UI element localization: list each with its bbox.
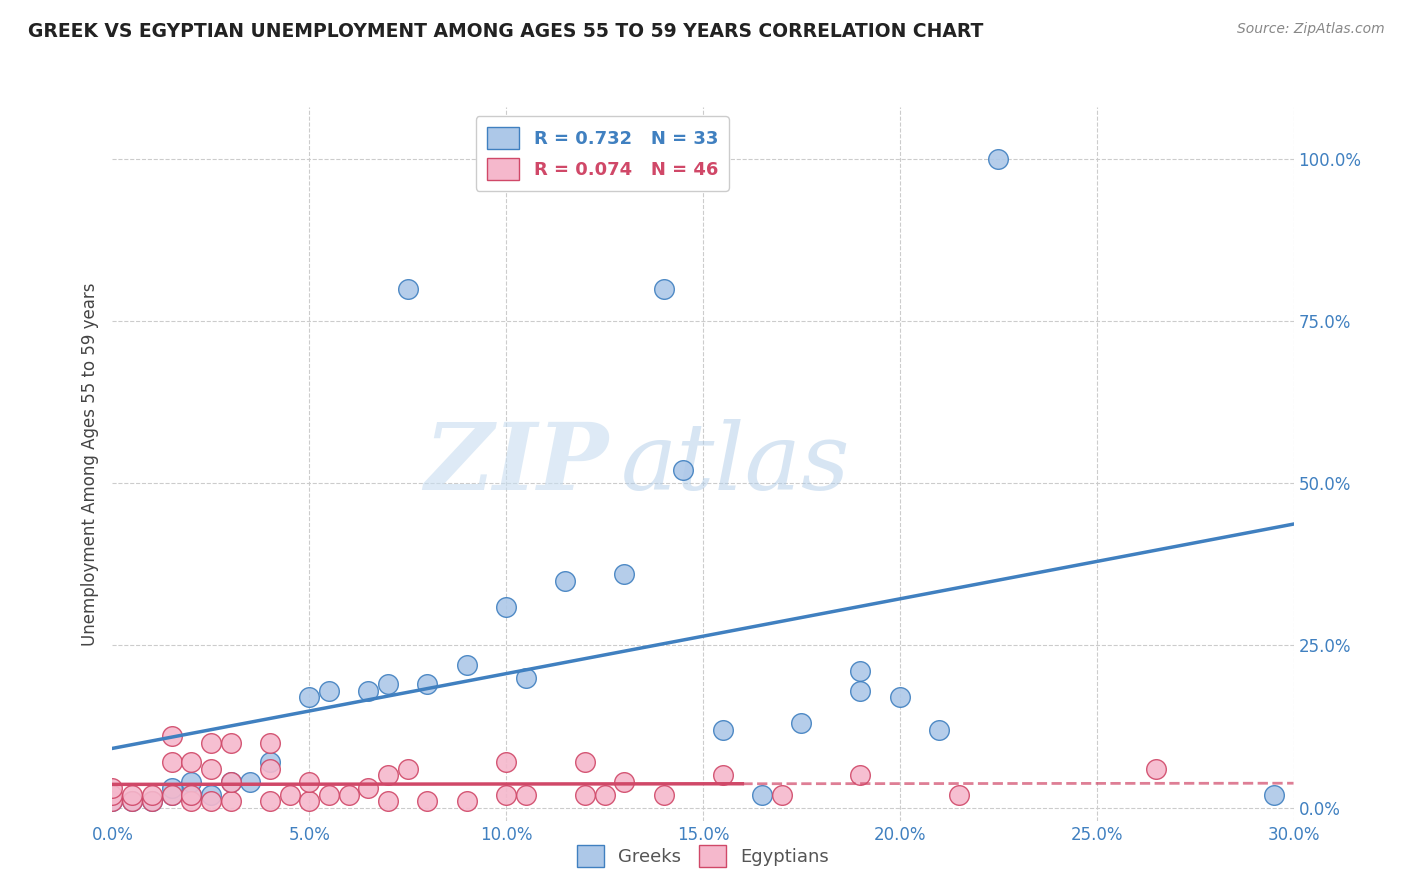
Point — [377, 794, 399, 808]
Point — [318, 684, 340, 698]
Point — [219, 774, 242, 789]
Point — [121, 788, 143, 802]
Point — [160, 781, 183, 796]
Point — [672, 463, 695, 477]
Point — [357, 781, 380, 796]
Point — [160, 756, 183, 770]
Text: Source: ZipAtlas.com: Source: ZipAtlas.com — [1237, 22, 1385, 37]
Point — [515, 788, 537, 802]
Point — [180, 756, 202, 770]
Point — [160, 788, 183, 802]
Point — [377, 768, 399, 782]
Point — [121, 794, 143, 808]
Point — [160, 729, 183, 743]
Point — [180, 794, 202, 808]
Point — [101, 794, 124, 808]
Point — [101, 788, 124, 802]
Point — [574, 756, 596, 770]
Point — [593, 788, 616, 802]
Point — [160, 788, 183, 802]
Point — [889, 690, 911, 705]
Point — [357, 684, 380, 698]
Point — [515, 671, 537, 685]
Text: ZIP: ZIP — [425, 419, 609, 508]
Point — [259, 756, 281, 770]
Y-axis label: Unemployment Among Ages 55 to 59 years: Unemployment Among Ages 55 to 59 years — [80, 282, 98, 646]
Point — [180, 788, 202, 802]
Point — [652, 282, 675, 296]
Point — [1263, 788, 1285, 802]
Point — [200, 788, 222, 802]
Point — [495, 599, 517, 614]
Point — [456, 657, 478, 672]
Point — [790, 716, 813, 731]
Point — [101, 781, 124, 796]
Point — [141, 794, 163, 808]
Point — [219, 794, 242, 808]
Point — [219, 774, 242, 789]
Point — [416, 677, 439, 691]
Point — [219, 736, 242, 750]
Point — [495, 788, 517, 802]
Point — [711, 768, 734, 782]
Point — [1144, 762, 1167, 776]
Point — [141, 794, 163, 808]
Point — [652, 788, 675, 802]
Legend: Greeks, Egyptians: Greeks, Egyptians — [569, 838, 837, 874]
Point — [259, 736, 281, 750]
Point — [849, 768, 872, 782]
Point — [849, 684, 872, 698]
Point — [298, 690, 321, 705]
Point — [770, 788, 793, 802]
Point — [259, 794, 281, 808]
Point — [574, 788, 596, 802]
Point — [318, 788, 340, 802]
Point — [751, 788, 773, 802]
Point — [495, 756, 517, 770]
Point — [948, 788, 970, 802]
Point — [396, 762, 419, 776]
Text: GREEK VS EGYPTIAN UNEMPLOYMENT AMONG AGES 55 TO 59 YEARS CORRELATION CHART: GREEK VS EGYPTIAN UNEMPLOYMENT AMONG AGE… — [28, 22, 983, 41]
Point — [416, 794, 439, 808]
Point — [987, 152, 1010, 166]
Legend: R = 0.732   N = 33, R = 0.074   N = 46: R = 0.732 N = 33, R = 0.074 N = 46 — [475, 116, 728, 191]
Point — [298, 774, 321, 789]
Point — [928, 723, 950, 737]
Text: atlas: atlas — [620, 419, 849, 508]
Point — [259, 762, 281, 776]
Point — [200, 762, 222, 776]
Point — [396, 282, 419, 296]
Point — [456, 794, 478, 808]
Point — [711, 723, 734, 737]
Point — [200, 736, 222, 750]
Point — [613, 774, 636, 789]
Point — [180, 774, 202, 789]
Point — [554, 574, 576, 588]
Point — [337, 788, 360, 802]
Point — [180, 788, 202, 802]
Point — [377, 677, 399, 691]
Point — [278, 788, 301, 802]
Point — [121, 794, 143, 808]
Point — [239, 774, 262, 789]
Point — [101, 794, 124, 808]
Point — [141, 788, 163, 802]
Point — [200, 794, 222, 808]
Point — [849, 665, 872, 679]
Point — [613, 567, 636, 582]
Point — [298, 794, 321, 808]
